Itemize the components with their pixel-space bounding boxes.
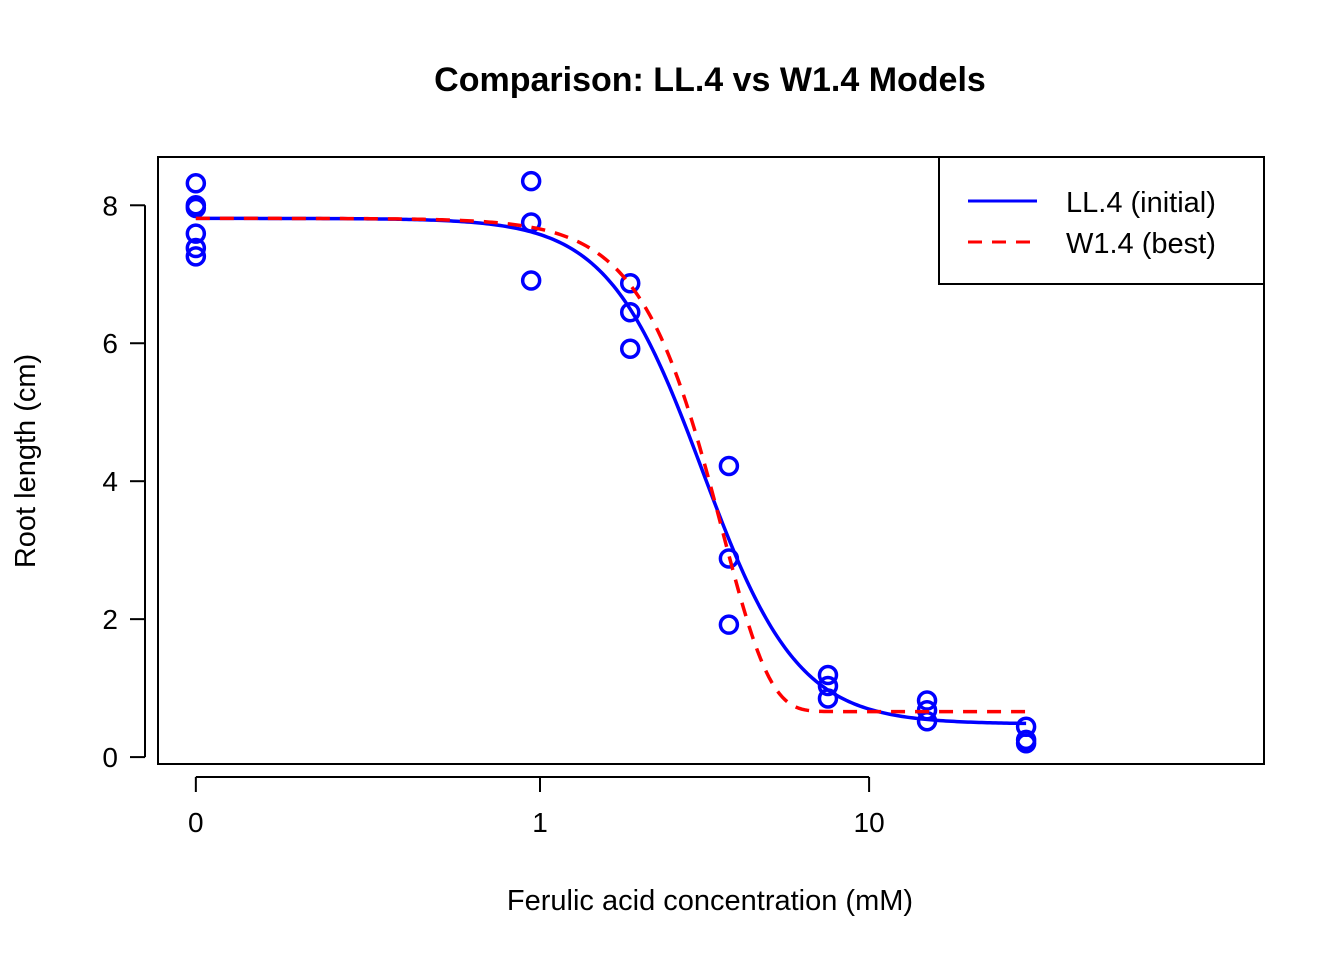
data-point: [619, 301, 641, 323]
data-point: [1015, 733, 1037, 754]
y-tick-label: 8: [102, 190, 118, 221]
data-point: [185, 172, 207, 194]
data-point: [718, 614, 740, 635]
x-tick-label: 10: [854, 807, 885, 838]
y-tick-label: 6: [102, 328, 118, 359]
data-point: [520, 170, 542, 192]
data-point: [817, 664, 839, 686]
data-points: [185, 170, 1037, 754]
curve-w14: [195, 216, 1027, 714]
data-point: [916, 690, 938, 711]
data-point: [718, 455, 740, 477]
data-point: [185, 237, 207, 259]
data-point: [185, 246, 207, 267]
legend: LL.4 (initial) W1.4 (best): [938, 156, 1265, 285]
y-axis: 0 2 4 6 8: [102, 190, 146, 773]
legend-label-w14: W1.4 (best): [1066, 228, 1216, 260]
legend-box: [938, 156, 1265, 285]
plot-frame: [157, 156, 1265, 765]
data-point: [185, 223, 207, 244]
y-tick-label: 4: [102, 466, 118, 497]
x-axis-label: Ferulic acid concentration (mM): [507, 885, 913, 917]
data-point: [619, 272, 641, 294]
x-tick-label: 1: [532, 807, 548, 838]
model-curves: [195, 216, 1027, 726]
chart-title: Comparison: LL.4 vs W1.4 Models: [434, 61, 986, 99]
y-axis-label: Root length (cm): [10, 354, 42, 568]
y-tick-label: 0: [102, 742, 118, 773]
x-tick-label: 0: [188, 807, 204, 838]
curve-ll4: [195, 216, 1027, 726]
data-point: [619, 338, 641, 360]
data-point: [185, 197, 207, 219]
y-tick-label: 2: [102, 604, 118, 635]
x-axis: 0 1 10: [188, 776, 885, 838]
legend-label-ll4: LL.4 (initial): [1066, 187, 1216, 219]
data-point: [520, 270, 542, 291]
